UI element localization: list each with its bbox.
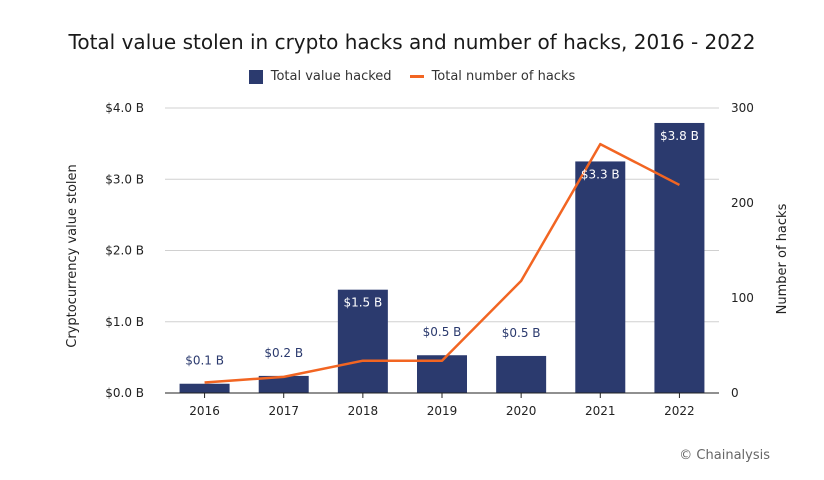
legend-item-line: Total number of hacks bbox=[409, 69, 576, 84]
x-tick-label: 2020 bbox=[506, 404, 537, 418]
data-labels: $0.1 B $0.2 B $1.5 B $0.5 B $0.5 B $3.3 B $3.8… bbox=[185, 129, 699, 368]
bar-2021 bbox=[575, 161, 626, 393]
source-credit: © Chainalysis bbox=[679, 448, 770, 463]
legend: Total value hacked Total number of hacks bbox=[0, 69, 824, 84]
legend-item-bars: Total value hacked bbox=[248, 69, 392, 84]
axes: $0.0 B $1.0 B $2.0 B $3.0 B $4.0 B 0 100 200 300… bbox=[105, 101, 754, 418]
x-tick-label: 2022 bbox=[664, 404, 695, 418]
bar-2017 bbox=[258, 375, 309, 393]
chart-title: Total value stolen in crypto hacks and n… bbox=[68, 30, 756, 54]
line-number-of-hacks bbox=[204, 142, 681, 384]
y-right-tick-label: 300 bbox=[731, 101, 754, 115]
y-left-tick-label: $0.0 B bbox=[105, 386, 144, 400]
data-label-2022: $3.8 B bbox=[660, 129, 699, 143]
line-series bbox=[204, 142, 681, 384]
y-right-tick-label: 0 bbox=[731, 386, 739, 400]
y-axis-left-label: Cryptocurrency value stolen bbox=[65, 164, 80, 348]
data-label-2017: $0.2 B bbox=[264, 346, 303, 360]
bar-2020 bbox=[496, 355, 547, 393]
x-tick-label: 2017 bbox=[268, 404, 299, 418]
data-label-2018: $1.5 B bbox=[343, 296, 382, 310]
x-tick-label: 2021 bbox=[585, 404, 616, 418]
y-right-tick-label: 200 bbox=[731, 196, 754, 210]
bar-2022 bbox=[654, 122, 705, 394]
y-left-tick-label: $3.0 B bbox=[105, 172, 144, 186]
y-left-tick-label: $2.0 B bbox=[105, 244, 144, 258]
y-axis-right-label: Number of hacks bbox=[775, 203, 790, 314]
legend-swatch-line bbox=[409, 75, 424, 78]
legend-label-bars: Total value hacked bbox=[270, 69, 392, 84]
x-tick-label: 2016 bbox=[189, 404, 220, 418]
legend-label-line: Total number of hacks bbox=[431, 69, 576, 84]
data-label-2020: $0.5 B bbox=[502, 326, 541, 340]
x-tick-label: 2018 bbox=[348, 404, 379, 418]
y-left-tick-label: $4.0 B bbox=[105, 101, 144, 115]
x-tick-label: 2019 bbox=[427, 404, 458, 418]
bar-2016 bbox=[179, 383, 230, 393]
data-label-2016: $0.1 B bbox=[185, 354, 224, 368]
bars bbox=[179, 122, 705, 394]
data-label-2019: $0.5 B bbox=[423, 325, 462, 339]
bar-2018 bbox=[337, 289, 388, 393]
y-right-tick-label: 100 bbox=[731, 291, 754, 305]
legend-swatch-bar bbox=[248, 69, 263, 84]
gridlines bbox=[165, 107, 719, 323]
data-label-2021: $3.3 B bbox=[581, 167, 620, 181]
y-left-tick-label: $1.0 B bbox=[105, 315, 144, 329]
